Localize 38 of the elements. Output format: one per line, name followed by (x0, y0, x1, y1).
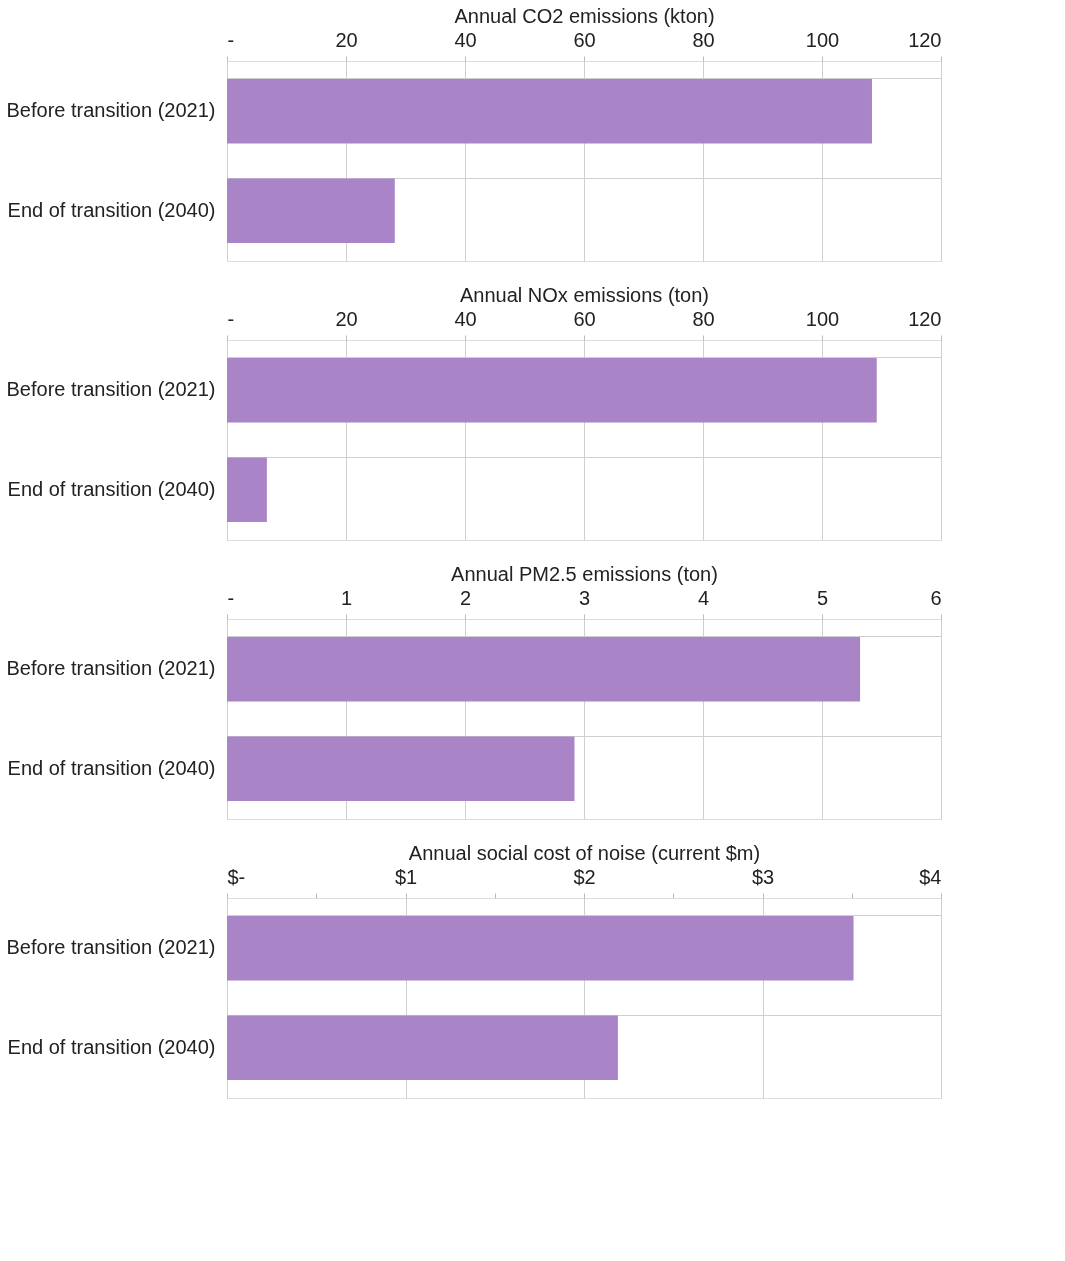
x-tick-label: 20 (335, 28, 358, 51)
x-tick-label: $- (227, 865, 246, 888)
x-tick-label: 3 (578, 586, 591, 609)
x-tick-label: 5 (816, 586, 829, 609)
y-tick-label: End of transition (2040) (7, 1035, 216, 1058)
x-tick-label: $3 (751, 865, 775, 888)
x-tick-label: 80 (692, 28, 715, 51)
x-tick-label: 60 (573, 28, 596, 51)
x-tick-label: $1 (394, 865, 418, 888)
x-tick-label: - (227, 307, 235, 330)
x-axis-title: Annual PM2.5 emissions (ton) (451, 562, 718, 585)
x-tick-label: 80 (692, 307, 715, 330)
x-tick-label: 120 (908, 28, 942, 51)
x-tick-label: 100 (805, 28, 840, 51)
x-tick-label: 40 (454, 28, 477, 51)
x-axis-title: Annual social cost of noise (current $m) (408, 841, 761, 864)
x-tick-label: 2 (459, 586, 472, 609)
x-tick-label: 120 (908, 307, 942, 330)
x-tick-label: $2 (573, 865, 596, 888)
x-tick-label: $4 (919, 865, 942, 888)
y-tick-label: Before transition (2021) (6, 657, 216, 680)
x-tick-label: 20 (335, 307, 358, 330)
y-tick-label: End of transition (2040) (7, 198, 216, 221)
x-tick-label: 100 (805, 307, 840, 330)
x-tick-label: 60 (573, 307, 596, 330)
x-tick-label: 1 (340, 586, 353, 609)
x-tick-label: - (227, 586, 235, 609)
x-axis-title: Annual CO2 emissions (kton) (454, 4, 715, 27)
y-tick-label: End of transition (2040) (7, 756, 216, 779)
x-tick-label: - (227, 28, 235, 51)
x-tick-label: 6 (930, 586, 942, 609)
x-tick-label: 40 (454, 307, 477, 330)
y-tick-label: Before transition (2021) (6, 378, 216, 401)
y-tick-label: Before transition (2021) (6, 99, 216, 122)
x-axis-title: Annual NOx emissions (ton) (460, 283, 709, 306)
y-tick-label: End of transition (2040) (7, 477, 216, 500)
y-tick-label: Before transition (2021) (6, 936, 216, 959)
x-tick-label: 4 (697, 586, 710, 609)
